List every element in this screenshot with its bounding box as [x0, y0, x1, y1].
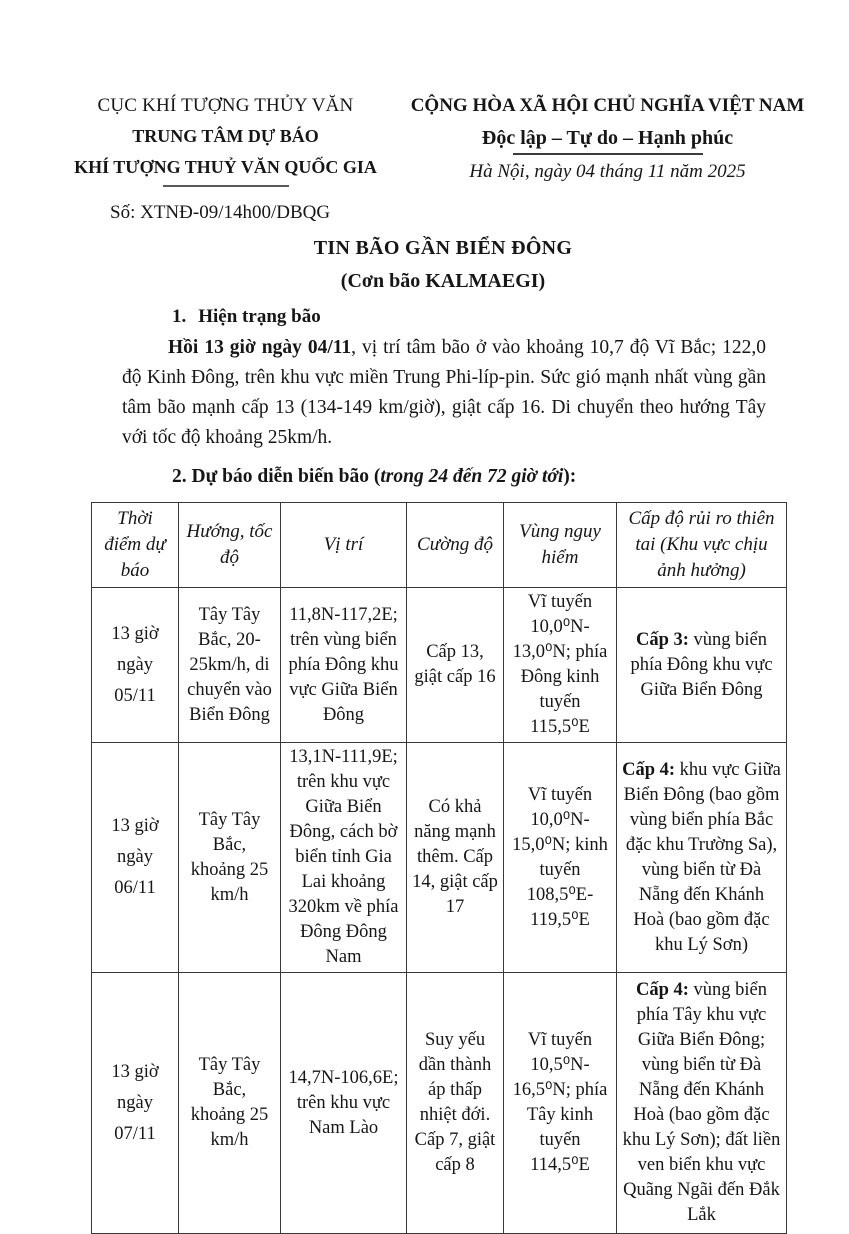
- document-subtitle: (Cơn bão KALMAEGI): [340, 270, 546, 292]
- col-header-danger-zone: Vùng nguy hiểm: [503, 502, 617, 588]
- cell-risk-level: Cấp 4: khu vực Giữa Biển Đông (bao gồm v…: [616, 742, 787, 973]
- storm-status-paragraph: Hồi 13 giờ ngày 04/11, vị trí tâm bão ở …: [122, 333, 766, 453]
- table-row: 13 giờ ngày 07/11 Tây Tây Bắc, khoảng 25…: [91, 972, 787, 1234]
- title-block: TIN BÃO GẦN BIỂN ĐÔNG (Cơn bão KALMAEGI): [93, 237, 793, 293]
- cell-direction: Tây Tây Bắc, 20-25km/h, di chuyển vào Bi…: [178, 587, 281, 743]
- section2-heading-italic: trong 24 đến 72 giờ tới: [380, 466, 564, 487]
- cell-time: 13 giờ ngày 06/11: [91, 742, 179, 973]
- col-header-position: Vị trí: [280, 502, 407, 588]
- col-header-time: Thời điểm dự báo: [91, 502, 179, 588]
- agency-name-line1: TRUNG TÂM DỰ BÁO: [132, 126, 319, 146]
- cell-danger-zone: Vĩ tuyến 10,0⁰N-13,0⁰N; phía Đông kinh t…: [503, 587, 617, 743]
- paragraph-body-text: , vị trí tâm bão ở vào khoảng 10,7 độ Vĩ…: [122, 337, 766, 448]
- col-header-intensity: Cường độ: [406, 502, 504, 588]
- cell-risk-level: Cấp 3: vùng biển phía Đông khu vực Giữa …: [616, 587, 787, 743]
- forecast-table: Thời điểm dự báo Hướng, tốc độ Vị trí Cư…: [91, 502, 787, 1234]
- paragraph-bold-lead: Hồi 13 giờ ngày 04/11: [168, 337, 352, 358]
- risk-level-text: khu vực Giữa Biển Đông (bao gồm vùng biể…: [623, 759, 781, 955]
- issuing-agency-block: CỤC KHÍ TƯỢNG THỦY VĂN TRUNG TÂM DỰ BÁO …: [68, 95, 383, 187]
- cell-time: 13 giờ ngày 05/11: [91, 587, 179, 743]
- col-header-direction: Hướng, tốc độ: [178, 502, 281, 588]
- table-header-row: Thời điểm dự báo Hướng, tốc độ Vị trí Cư…: [91, 502, 787, 588]
- motto-underline: [512, 153, 703, 155]
- section1-heading: 1. Hiện trạng bão: [172, 306, 849, 328]
- cell-danger-zone: Vĩ tuyến 10,0⁰N-15,0⁰N; kinh tuyến 108,5…: [503, 742, 617, 973]
- cell-intensity: Có khả năng mạnh thêm. Cấp 14, giật cấp …: [406, 742, 504, 973]
- col-header-risk-level: Cấp độ rủi ro thiên tai (Khu vực chịu ản…: [616, 502, 787, 588]
- section2-heading-close: ):: [563, 466, 577, 487]
- document-header: CỤC KHÍ TƯỢNG THỦY VĂN TRUNG TÂM DỰ BÁO …: [0, 0, 849, 187]
- section1-title: Hiện trạng bão: [198, 306, 321, 327]
- risk-level-label: Cấp 4:: [635, 980, 689, 1000]
- cell-position: 13,1N-111,9E; trên khu vực Giữa Biển Đôn…: [280, 742, 407, 973]
- national-motto: Độc lập – Tự do – Hạnh phúc: [481, 127, 734, 149]
- table-row: 13 giờ ngày 05/11 Tây Tây Bắc, 20-25km/h…: [91, 587, 787, 743]
- agency-underline: [162, 185, 289, 187]
- cell-danger-zone: Vĩ tuyến 10,5⁰N-16,5⁰N; phía Tây kinh tu…: [503, 972, 617, 1234]
- section2-heading-lead: 2. Dự báo diễn biến bão (: [172, 466, 381, 487]
- document-number: Số: XTNĐ-09/14h00/DBQG: [110, 202, 331, 223]
- risk-level-label: Cấp 3:: [635, 629, 689, 650]
- cell-time: 13 giờ ngày 07/11: [91, 972, 179, 1234]
- document-title: TIN BÃO GẦN BIỂN ĐÔNG: [313, 237, 573, 259]
- risk-level-text: vùng biển phía Tây khu vực Giữa Biển Đôn…: [622, 980, 781, 1225]
- risk-level-label: Cấp 4:: [622, 759, 676, 780]
- agency-name-line2: KHÍ TƯỢNG THUỶ VĂN QUỐC GIA: [74, 157, 377, 177]
- section1-number: 1.: [172, 306, 187, 327]
- cell-intensity: Cấp 13, giật cấp 16: [406, 587, 504, 743]
- table-row: 13 giờ ngày 06/11 Tây Tây Bắc, khoảng 25…: [91, 742, 787, 973]
- agency-parent-name: CỤC KHÍ TƯỢNG THỦY VĂN: [97, 95, 354, 116]
- cell-direction: Tây Tây Bắc, khoảng 25 km/h: [178, 972, 281, 1234]
- cell-position: 14,7N-106,6E; trên khu vực Nam Lào: [280, 972, 407, 1234]
- national-title: CỘNG HÒA XÃ HỘI CHỦ NGHĨA VIỆT NAM: [410, 95, 805, 116]
- section2-heading: 2. Dự báo diễn biến bão (trong 24 đến 72…: [172, 466, 849, 488]
- place-date-line: Hà Nội, ngày 04 tháng 11 năm 2025: [469, 161, 746, 182]
- cell-intensity: Suy yếu dần thành áp thấp nhiệt đới. Cấp…: [406, 972, 504, 1234]
- cell-risk-level: Cấp 4: vùng biển phía Tây khu vực Giữa B…: [616, 972, 787, 1234]
- cell-direction: Tây Tây Bắc, khoảng 25 km/h: [178, 742, 281, 973]
- risk-level-text: vùng biển phía Đông khu vực Giữa Biển Đô…: [630, 629, 773, 700]
- cell-position: 11,8N-117,2E; trên vùng biển phía Đông k…: [280, 587, 407, 743]
- national-motto-block: CỘNG HÒA XÃ HỘI CHỦ NGHĨA VIỆT NAM Độc l…: [405, 95, 810, 183]
